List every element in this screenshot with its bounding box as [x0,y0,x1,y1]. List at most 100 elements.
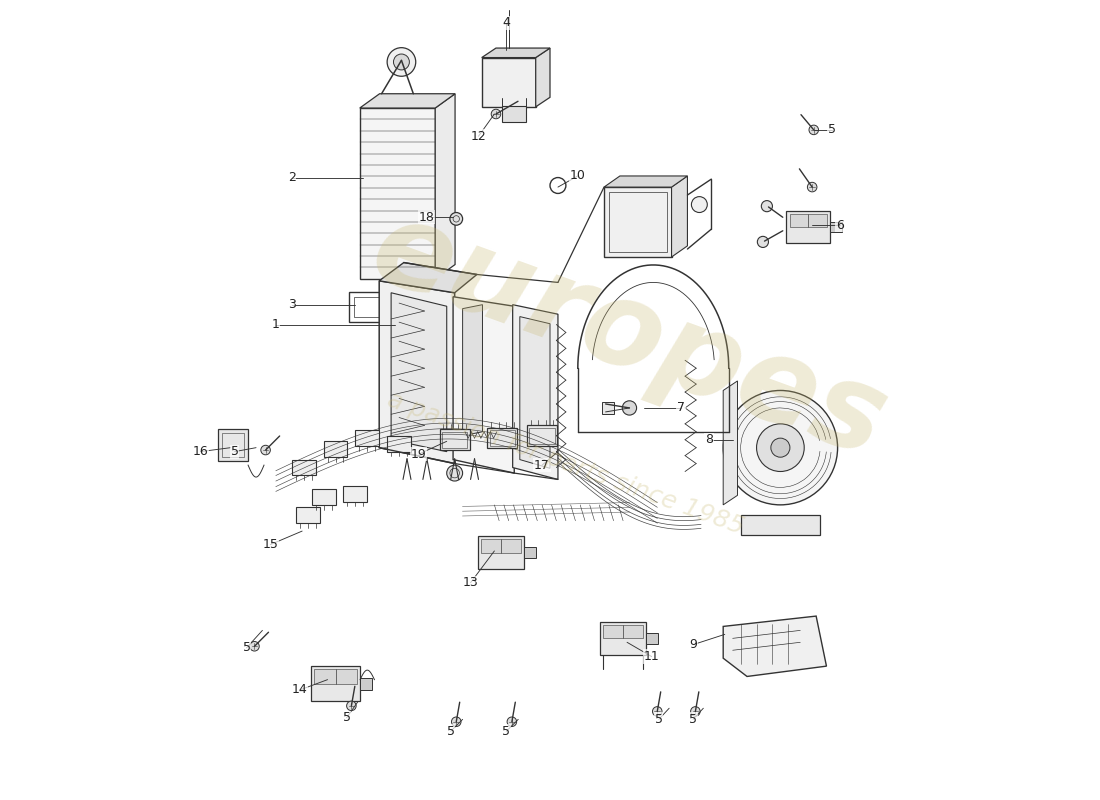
Bar [387,436,411,452]
Text: 17: 17 [535,458,550,472]
Text: 7: 7 [678,402,685,414]
Bar [311,489,336,505]
Text: 6: 6 [836,218,844,232]
Bar [623,625,642,638]
Circle shape [652,706,662,716]
Polygon shape [392,293,447,452]
Bar [360,678,372,690]
Bar [442,432,468,448]
Bar [500,539,520,553]
Bar [604,187,671,257]
Circle shape [507,717,517,726]
Polygon shape [360,94,455,108]
Polygon shape [536,48,550,107]
Bar [830,222,842,232]
Bar [602,402,614,414]
Circle shape [492,110,500,118]
Text: 9: 9 [689,638,697,651]
Text: 8: 8 [705,434,713,446]
Bar [222,434,244,457]
Bar [529,428,554,444]
Polygon shape [379,262,477,293]
Circle shape [451,717,461,726]
Bar [524,547,536,558]
Bar [336,669,358,684]
Text: 10: 10 [570,170,585,182]
Circle shape [250,642,260,651]
Bar [292,459,316,475]
Bar [350,292,441,322]
Bar [296,507,320,523]
Bar [646,633,658,644]
Text: 5: 5 [447,725,454,738]
Polygon shape [453,297,515,473]
Bar [527,426,558,446]
Bar [608,192,667,252]
Polygon shape [671,176,688,257]
Circle shape [692,197,707,213]
Polygon shape [520,317,550,468]
Text: 5: 5 [828,123,836,136]
Text: 2: 2 [288,171,296,184]
Bar [218,430,249,461]
Text: 5: 5 [654,713,663,726]
Text: 5: 5 [503,725,510,738]
Text: 13: 13 [463,576,478,590]
Circle shape [808,125,818,134]
Polygon shape [723,616,826,677]
Bar [503,106,526,122]
Bar [603,625,623,638]
Text: 14: 14 [292,683,308,697]
Circle shape [757,236,769,247]
Bar [354,297,436,318]
Text: europes: europes [356,190,902,482]
Circle shape [723,390,837,505]
Circle shape [394,54,409,70]
Bar [601,622,646,655]
Circle shape [387,48,416,76]
Bar [808,214,827,227]
Text: 1: 1 [272,318,279,331]
Bar [311,666,360,702]
Circle shape [447,465,463,481]
Circle shape [761,201,772,212]
Polygon shape [723,381,737,505]
Bar [790,214,808,227]
Bar [481,539,500,553]
Bar [440,430,470,450]
Bar [786,211,830,242]
Circle shape [450,213,463,226]
Text: 18: 18 [419,210,435,224]
Polygon shape [379,281,454,463]
Polygon shape [513,305,558,479]
Text: 3: 3 [288,298,296,311]
Text: 11: 11 [644,650,660,663]
Text: a passion for parts since 1985: a passion for parts since 1985 [384,388,748,539]
Bar [487,428,517,449]
Text: 5: 5 [231,445,239,458]
Text: 5: 5 [242,642,251,654]
Bar [315,669,336,684]
Text: 12: 12 [471,130,486,142]
Circle shape [691,706,701,716]
Bar [740,515,821,535]
Bar [323,442,348,457]
Bar [490,430,515,446]
Circle shape [757,424,804,471]
Circle shape [807,182,817,192]
Polygon shape [463,305,483,436]
Polygon shape [604,176,688,187]
Circle shape [261,446,271,455]
Text: 4: 4 [503,16,510,29]
Text: 5: 5 [689,713,697,726]
Bar [343,486,367,502]
Circle shape [346,701,356,710]
Bar [355,430,380,446]
Text: 5: 5 [342,711,351,724]
Text: 19: 19 [411,447,427,461]
Circle shape [771,438,790,457]
Circle shape [623,401,637,415]
Bar [482,58,536,107]
Text: 16: 16 [192,445,208,458]
Bar [360,108,436,279]
